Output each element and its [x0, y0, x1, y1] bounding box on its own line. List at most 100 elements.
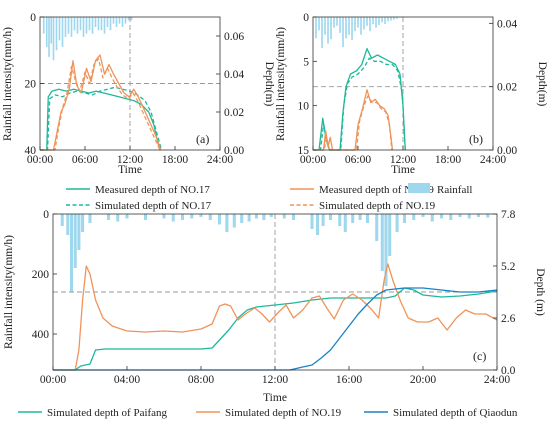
rainfall-bar-c-27 [310, 214, 314, 229]
x-tick-label-a-1: 06:00 [72, 154, 98, 166]
panel-c-left-ylabel: Rainfall intensity(mm/h) [3, 235, 15, 349]
rainfall-bar-b-27 [396, 17, 398, 19]
rainfall-bar-b-20 [375, 17, 377, 28]
rainfall-bar-b-1 [318, 17, 320, 31]
rainfall-bar-b-8 [339, 17, 341, 33]
left-tick-label-c-2: 400 [32, 329, 50, 341]
rainfall-bar-b-25 [390, 17, 392, 21]
legend-ab: Measured depth of NO.17 Measured depth of… [66, 183, 472, 212]
rainfall-bar-b-10 [345, 17, 347, 39]
panel-c-xlabel: Time [263, 392, 287, 404]
rainfall-bar-c-30 [328, 214, 333, 220]
rainfall-bar-a-4 [52, 17, 55, 61]
rainfall-bar-c-4 [77, 214, 81, 250]
rainfall-bar-c-35 [365, 214, 370, 223]
rainfall-bar-a-5 [55, 17, 58, 51]
panel-c-right-ylabel: Depth (m) [534, 268, 546, 316]
rainfall-bar-c-1 [66, 214, 70, 235]
left-tick-label-a-0: 0 [30, 12, 36, 24]
rainfall-bar-b-23 [384, 17, 386, 25]
rainfall-bar-b-2 [321, 17, 323, 49]
left-tick-label-b-3: 15 [298, 145, 310, 157]
rainfall-bar-a-25 [115, 17, 118, 27]
panel-c-tag: (c) [473, 349, 486, 363]
rainfall-bar-a-14 [82, 17, 85, 37]
rainfall-bar-a-26 [118, 17, 121, 24]
rainfall-bar-c-23 [262, 214, 266, 220]
left-tick-label-b-0: 0 [303, 12, 309, 24]
rainfall-bar-a-29 [127, 17, 130, 21]
series-line-c-2 [53, 287, 498, 371]
rainfall-bar-c-37 [380, 214, 384, 271]
rainfall-bar-c-46 [449, 214, 453, 220]
rainfall-bar-c-3 [73, 214, 77, 268]
series-line-a-0 [40, 88, 161, 151]
rainfall-bar-c-14 [190, 214, 194, 219]
left-tick-label-b-1: 5 [303, 56, 309, 68]
rainfall-bar-c-12 [171, 214, 175, 222]
rainfall-bar-c-31 [338, 214, 342, 226]
rainfall-bar-c-41 [402, 214, 407, 223]
legend-c-label-2: Simulated depth of Qiaodun [393, 407, 518, 419]
legend-label-2: Rainfall [437, 184, 472, 196]
rainfall-bar-a-11 [73, 17, 76, 31]
rainfall-bar-b-12 [351, 17, 353, 41]
rainfall-bar-a-3 [50, 17, 53, 44]
x-tick-label-c-6: 24:00 [484, 374, 510, 386]
panel-b-tag: (b) [469, 132, 483, 146]
x-tick-label-b-2: 12:00 [390, 154, 416, 166]
x-tick-label-b-3: 18:00 [435, 154, 461, 166]
rainfall-bar-a-12 [76, 17, 79, 34]
rainfall-bar-c-13 [180, 214, 185, 220]
panel-a-left-ylabel: Rainfall intensity(mm/h) [2, 27, 14, 141]
rainfall-bar-c-11 [162, 214, 166, 219]
legend-c-label-1: Simulated depth of NO.19 [225, 407, 342, 419]
rainfall-bar-b-6 [333, 17, 335, 28]
rainfall-bar-a-10 [70, 17, 73, 37]
rainfall-bar-b-22 [381, 17, 383, 23]
rainfall-bar-c-47 [458, 214, 462, 217]
rainfall-bar-b-3 [324, 17, 326, 35]
panel-b-xlabel: Time [391, 164, 415, 176]
rainfall-bar-c-20 [240, 214, 244, 223]
right-tick-label-c-0: 0.0 [501, 365, 516, 377]
x-tick-label-b-1: 06:00 [345, 154, 371, 166]
rainfall-bar-c-39 [388, 214, 392, 256]
left-tick-label-c-1: 200 [32, 269, 50, 281]
x-tick-label-b-0: 00:00 [300, 154, 326, 166]
rainfall-bar-a-6 [58, 17, 61, 41]
rainfall-bar-c-0 [60, 214, 64, 226]
panel-b-left-ylabel: Rainfall intensity(mm/h) [275, 27, 287, 141]
rainfall-bar-c-7 [106, 214, 111, 220]
rainfall-bar-b-0 [315, 17, 317, 39]
legend-c: Simulated depth of Paifang Simulated dept… [18, 407, 518, 419]
rainfall-bar-a-20 [100, 17, 103, 31]
x-tick-label-c-0: 00:00 [40, 374, 66, 386]
rainfall-bar-b-24 [387, 17, 389, 22]
rainfall-bar-b-5 [330, 17, 332, 40]
rainfall-bar-c-16 [208, 214, 212, 220]
right-tick-label-b-1: 0.02 [497, 82, 517, 94]
right-tick-label-a-0: 0.00 [224, 145, 244, 157]
rainfall-bar-c-40 [395, 214, 399, 232]
x-tick-label-c-4: 16:00 [336, 374, 362, 386]
rainfall-bar-c-2 [69, 214, 74, 292]
right-tick-label-b-0: 0.00 [497, 145, 517, 157]
legend-label-4: Simulated depth of NO.19 [319, 200, 436, 212]
rainfall-bar-a-0 [42, 17, 45, 34]
rainfall-bar-c-15 [199, 214, 203, 217]
rainfall-bar-c-22 [254, 214, 259, 219]
rainfall-bar-b-11 [348, 17, 350, 35]
x-tick-label-c-2: 08:00 [188, 374, 214, 386]
rainfall-bar-c-43 [421, 214, 425, 217]
x-tick-label-a-4: 24:00 [207, 154, 233, 166]
panel-b-right-ylabel: Depth(m) [536, 62, 548, 107]
rainfall-bar-c-33 [351, 214, 355, 223]
legend-rainfall-swatch [408, 183, 430, 193]
rainfall-bar-c-10 [143, 214, 148, 220]
rainfall-bar-c-45 [439, 214, 444, 219]
series-line-a-1 [40, 86, 163, 151]
rainfall-bar-c-21 [247, 214, 251, 222]
rainfall-bar-b-4 [327, 17, 329, 44]
rainfall-bar-a-15 [85, 17, 88, 34]
